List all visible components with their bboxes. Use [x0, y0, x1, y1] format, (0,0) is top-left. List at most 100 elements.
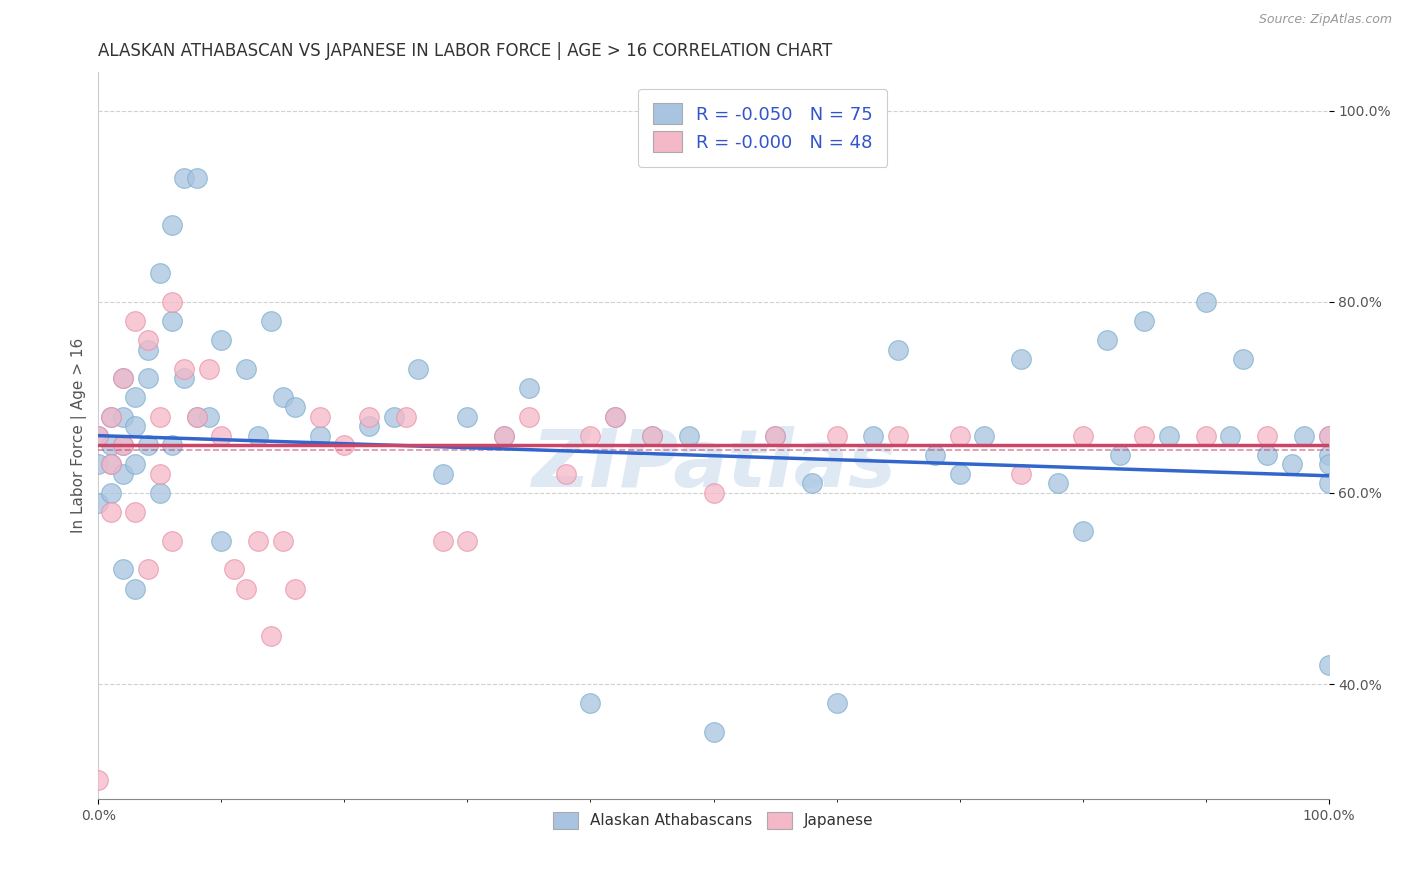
Point [948, 467, 970, 481]
Point [100, 486, 122, 500]
Point [1292, 428, 1315, 442]
Point [136, 371, 159, 385]
Point [456, 533, 478, 548]
Point [100, 409, 122, 424]
Point [111, 562, 134, 576]
Point [284, 400, 307, 414]
Point [579, 428, 602, 442]
Point [406, 361, 429, 376]
Point [111, 438, 134, 452]
Point [247, 428, 270, 442]
Point [111, 409, 134, 424]
Point [100, 458, 122, 472]
Point [271, 533, 294, 548]
Point [702, 725, 724, 739]
Point [948, 428, 970, 442]
Point [173, 170, 195, 185]
Point [825, 428, 848, 442]
Point [887, 343, 910, 357]
Point [494, 428, 516, 442]
Point [124, 314, 146, 328]
Text: Source: ZipAtlas.com: Source: ZipAtlas.com [1258, 13, 1392, 27]
Point [862, 428, 884, 442]
Point [136, 333, 159, 347]
Point [456, 409, 478, 424]
Point [1256, 428, 1278, 442]
Point [235, 361, 257, 376]
Point [1317, 448, 1340, 462]
Point [973, 428, 995, 442]
Point [1317, 658, 1340, 673]
Point [763, 428, 786, 442]
Point [1095, 333, 1118, 347]
Point [1232, 352, 1254, 367]
Point [603, 409, 626, 424]
Point [1157, 428, 1180, 442]
Point [1046, 476, 1069, 491]
Point [186, 170, 208, 185]
Point [149, 486, 172, 500]
Point [1133, 314, 1156, 328]
Point [87, 772, 110, 787]
Point [333, 438, 356, 452]
Point [308, 428, 330, 442]
Point [517, 381, 540, 395]
Point [284, 582, 307, 596]
Point [259, 629, 281, 643]
Point [357, 419, 380, 434]
Point [111, 467, 134, 481]
Point [136, 343, 159, 357]
Point [641, 428, 664, 442]
Point [1071, 524, 1094, 539]
Text: ALASKAN ATHABASCAN VS JAPANESE IN LABOR FORCE | AGE > 16 CORRELATION CHART: ALASKAN ATHABASCAN VS JAPANESE IN LABOR … [98, 42, 832, 60]
Point [100, 438, 122, 452]
Point [800, 476, 823, 491]
Point [136, 438, 159, 452]
Point [763, 428, 786, 442]
Point [825, 696, 848, 710]
Point [1317, 428, 1340, 442]
Point [603, 409, 626, 424]
Point [160, 219, 183, 233]
Point [308, 409, 330, 424]
Point [1010, 467, 1032, 481]
Point [432, 533, 454, 548]
Point [1108, 448, 1130, 462]
Point [87, 428, 110, 442]
Point [149, 409, 172, 424]
Point [1194, 428, 1216, 442]
Legend: Alaskan Athabascans, Japanese: Alaskan Athabascans, Japanese [547, 805, 880, 835]
Point [160, 438, 183, 452]
Point [160, 314, 183, 328]
Point [100, 409, 122, 424]
Text: ZIPatlas: ZIPatlas [531, 425, 896, 504]
Point [111, 371, 134, 385]
Point [1281, 458, 1303, 472]
Point [432, 467, 454, 481]
Point [1317, 428, 1340, 442]
Point [579, 696, 602, 710]
Point [554, 467, 576, 481]
Point [259, 314, 281, 328]
Point [124, 458, 146, 472]
Point [87, 428, 110, 442]
Point [100, 458, 122, 472]
Point [149, 467, 172, 481]
Point [124, 582, 146, 596]
Point [87, 458, 110, 472]
Point [494, 428, 516, 442]
Point [149, 266, 172, 280]
Point [1194, 294, 1216, 309]
Point [160, 533, 183, 548]
Point [357, 409, 380, 424]
Point [87, 495, 110, 509]
Point [1317, 476, 1340, 491]
Point [209, 333, 232, 347]
Point [124, 391, 146, 405]
Point [160, 294, 183, 309]
Point [1317, 458, 1340, 472]
Y-axis label: In Labor Force | Age > 16: In Labor Force | Age > 16 [72, 338, 87, 533]
Point [395, 409, 418, 424]
Point [209, 428, 232, 442]
Point [136, 562, 159, 576]
